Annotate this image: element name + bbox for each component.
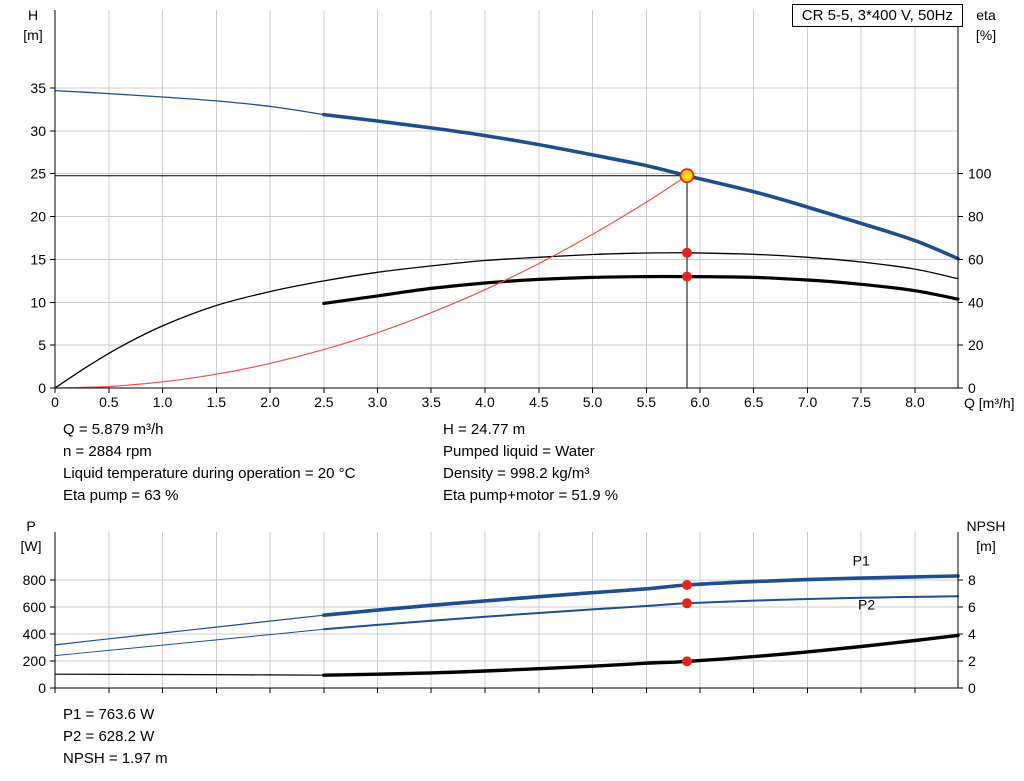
x-tick-label: 2.0 <box>260 394 280 410</box>
p1-curve-main <box>322 574 960 617</box>
eta-pump-motor-readout: Eta pump+motor = 51.9 % <box>443 487 619 504</box>
density-readout: Density = 998.2 kg/m³ <box>443 465 590 482</box>
y-tick-label-left: 400 <box>23 626 47 642</box>
pump-model-badge: CR 5-5, 3*400 V, 50Hz <box>791 4 963 27</box>
eta-pump-marker <box>682 247 692 258</box>
y-tick-label-right: 20 <box>968 337 984 353</box>
qh-curve-main <box>322 112 960 261</box>
p2-label: P2 <box>858 596 875 612</box>
y-tick-label-left: 0 <box>38 680 46 696</box>
x-tick-label: 3.0 <box>368 394 388 410</box>
system-curve <box>54 175 688 389</box>
x-tick-label: 5.0 <box>583 394 603 410</box>
y-tick-label-left: 30 <box>30 123 46 139</box>
eta-pump-motor-marker <box>682 271 692 282</box>
x-tick-label: 1.5 <box>207 394 227 410</box>
y-tick-label-right: 60 <box>968 251 984 267</box>
x-tick-label: 1.0 <box>153 394 173 410</box>
y-tick-label-left: 800 <box>23 572 47 588</box>
pumped-liquid-readout: Pumped liquid = Water <box>443 443 595 460</box>
duty-point-marker <box>679 168 695 184</box>
y-axis-title-left-2: [W] <box>21 538 42 554</box>
x-tick-label: 8.0 <box>905 394 925 410</box>
y-axis-title-right-1: NPSH <box>967 518 1006 534</box>
y-tick-label-left: 600 <box>23 599 47 615</box>
x-tick-label: 3.5 <box>421 394 441 410</box>
y-tick-label-right: 0 <box>968 380 976 396</box>
x-tick-label: 6.5 <box>744 394 764 410</box>
npsh-readout: NPSH = 1.97 m <box>63 750 168 767</box>
operating-data-left-column: Q = 5.879 m³/h n = 2884 rpm Liquid tempe… <box>63 419 355 507</box>
x-tick-label: 4.5 <box>529 394 549 410</box>
y-axis-title-right-1: eta <box>976 7 996 23</box>
y-axis-title-left-1: H <box>28 7 38 23</box>
npsh-curve-low-flow <box>54 673 325 676</box>
y-tick-label-right: 0 <box>968 680 976 696</box>
qh-eta-chart: 0 5 10 15 20 25 30 35 0 20 40 60 80 100 0 0.5 1.0 1.5 2.0 2… <box>23 7 1014 411</box>
p2-curve-main <box>322 595 959 631</box>
speed-readout: n = 2884 rpm <box>63 443 152 460</box>
p2-marker <box>682 598 692 609</box>
x-tick-label: 7.0 <box>798 394 818 410</box>
y-tick-label-left: 15 <box>30 251 46 267</box>
flow-readout: Q = 5.879 m³/h <box>63 421 164 438</box>
y-tick-label-right: 4 <box>968 626 976 642</box>
head-readout: H = 24.77 m <box>443 421 526 438</box>
y-tick-label-left: 0 <box>38 380 46 396</box>
p2-curve-low-flow <box>54 628 325 657</box>
p1-marker <box>682 580 692 590</box>
qh-curve-low-flow <box>54 89 325 116</box>
y-tick-label-left: 20 <box>30 209 46 225</box>
y-tick-label-left: 10 <box>30 294 46 310</box>
y-tick-label-left: 200 <box>23 653 47 669</box>
y-axis-title-left-1: P <box>26 518 35 534</box>
x-tick-label: 6.0 <box>690 394 710 410</box>
power-npsh-chart: 0 200 400 600 800 0 2 4 6 8 P1 P2 P [W] NPSH [m] <box>21 518 1006 696</box>
y-tick-label-right: 80 <box>968 209 984 225</box>
y-tick-label-left: 35 <box>30 80 46 96</box>
y-tick-label-right: 40 <box>968 294 984 310</box>
p1-curve-low-flow <box>54 614 325 646</box>
npsh-curve-main <box>322 633 960 677</box>
liquid-temp-readout: Liquid temperature during operation = 20… <box>63 465 356 482</box>
p1-readout: P1 = 763.6 W <box>63 706 155 723</box>
power-data-column: P1 = 763.6 W P2 = 628.2 W NPSH = 1.97 m <box>63 704 168 770</box>
x-tick-label: 5.5 <box>637 394 657 410</box>
x-tick-label: 0 <box>51 394 59 410</box>
npsh-marker <box>682 656 692 667</box>
x-axis-title: Q [m³/h] <box>964 395 1015 411</box>
x-tick-label: 0.5 <box>99 394 119 410</box>
y-tick-label-right: 6 <box>968 599 976 615</box>
eta-pump-readout: Eta pump = 63 % <box>63 487 179 504</box>
operating-data-right-column: H = 24.77 m Pumped liquid = Water Densit… <box>443 419 618 507</box>
eta-pump-curve <box>54 252 959 389</box>
x-tick-label: 2.5 <box>314 394 334 410</box>
p2-readout: P2 = 628.2 W <box>63 728 155 745</box>
x-tick-label: 7.5 <box>851 394 871 410</box>
eta-pump-motor-curve <box>322 274 960 305</box>
x-tick-label: 4.0 <box>475 394 495 410</box>
y-axis-title-left-2: [m] <box>23 27 42 43</box>
y-tick-label-right: 8 <box>968 572 976 588</box>
y-tick-label-left: 5 <box>38 337 46 353</box>
y-axis-title-right-2: [%] <box>976 27 996 43</box>
y-tick-label-left: 25 <box>30 166 46 182</box>
y-tick-label-right: 2 <box>968 653 976 669</box>
p1-label: P1 <box>853 553 870 569</box>
y-tick-label-right: 100 <box>968 166 992 182</box>
y-axis-title-right-2: [m] <box>976 538 995 554</box>
